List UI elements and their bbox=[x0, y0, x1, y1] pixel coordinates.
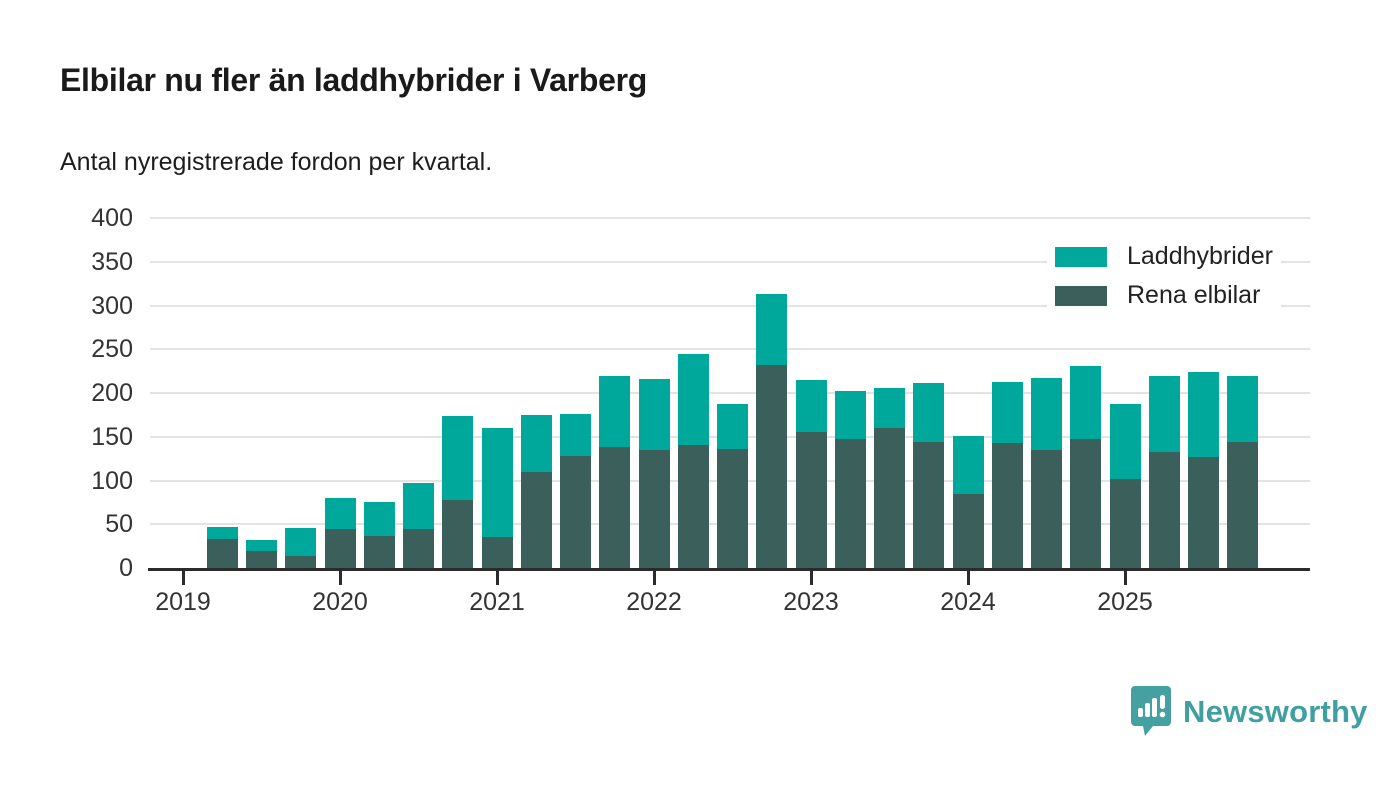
bar-segment-laddhybrider-2023-Q1 bbox=[795, 379, 827, 432]
y-axis-label-300: 300 bbox=[91, 291, 133, 320]
newsworthy-brand-text: Newsworthy bbox=[1183, 694, 1368, 729]
bar-segment-elbilar-2019-Q3 bbox=[246, 551, 277, 568]
bar-segment-laddhybrider-2020-Q3 bbox=[403, 483, 434, 529]
bar-segment-laddhybrider-2021-Q3 bbox=[560, 414, 591, 456]
x-axis-label-2019: 2019 bbox=[155, 588, 211, 616]
bar-segment-elbilar-2022-Q1 bbox=[638, 449, 670, 568]
legend-item-rena-elbilar: Rena elbilar bbox=[1047, 277, 1281, 314]
newsworthy-bubble-icon bbox=[1131, 686, 1171, 736]
x-axis-label-2024: 2024 bbox=[940, 588, 996, 616]
bar-segment-elbilar-2020-Q2 bbox=[363, 535, 395, 568]
x-axis-tick-2025 bbox=[1123, 571, 1127, 585]
bar-segment-laddhybrider-2025-Q3 bbox=[1188, 372, 1219, 457]
bar-segment-elbilar-2023-Q3 bbox=[874, 428, 905, 568]
x-axis-label-2023: 2023 bbox=[783, 588, 839, 616]
bar-segment-laddhybrider-2024-Q4 bbox=[1070, 365, 1102, 440]
bar-segment-laddhybrider-2025-Q2 bbox=[1148, 376, 1180, 452]
bar-segment-laddhybrider-2022-Q3 bbox=[717, 404, 748, 449]
bar-segment-elbilar-2020-Q1 bbox=[324, 528, 356, 568]
gridline-350 bbox=[150, 260, 1310, 263]
page-subtitle: Antal nyregistrerade fordon per kvartal. bbox=[60, 148, 493, 176]
bar-segment-laddhybrider-2024-Q3 bbox=[1031, 378, 1062, 450]
bar-segment-elbilar-2019-Q2 bbox=[206, 539, 238, 568]
bar-segment-elbilar-2022-Q2 bbox=[677, 444, 709, 568]
bar-segment-elbilar-2021-Q2 bbox=[520, 471, 552, 568]
y-axis-label-400: 400 bbox=[91, 204, 133, 232]
bar-segment-elbilar-2020-Q4 bbox=[442, 499, 474, 568]
y-axis-label-50: 50 bbox=[105, 510, 133, 539]
bar-segment-elbilar-2025-Q3 bbox=[1188, 456, 1219, 568]
x-axis-label-2022: 2022 bbox=[626, 588, 682, 616]
x-axis-tick-2019 bbox=[181, 571, 185, 585]
stacked-bar-chart: 0 50 100 150 200 250 300 350 400 2019 2020 2021 2022… bbox=[91, 204, 1310, 616]
bar-segment-laddhybrider-2021-Q2 bbox=[520, 414, 552, 472]
x-axis-tick-2023 bbox=[809, 571, 813, 585]
x-axis-label-2021: 2021 bbox=[469, 588, 525, 616]
x-axis-label-2025: 2025 bbox=[1097, 588, 1153, 616]
x-axis-line bbox=[148, 568, 1310, 571]
bar-segment-laddhybrider-2023-Q2 bbox=[834, 391, 866, 440]
bar-segment-laddhybrider-2022-Q2 bbox=[677, 353, 709, 445]
bar-segment-elbilar-2024-Q2 bbox=[991, 442, 1023, 568]
bar-segment-elbilar-2020-Q3 bbox=[403, 528, 434, 568]
bar-segment-laddhybrider-2022-Q4 bbox=[756, 294, 788, 365]
page-title: Elbilar nu fler än laddhybrider i Varber… bbox=[60, 62, 647, 98]
newsworthy-logo: Newsworthy bbox=[1131, 686, 1368, 738]
y-axis-label-100: 100 bbox=[91, 466, 133, 495]
bar-segment-elbilar-2025-Q4 bbox=[1227, 442, 1259, 568]
bar-segment-elbilar-2024-Q4 bbox=[1070, 439, 1102, 568]
bar-segment-elbilar-2021-Q4 bbox=[599, 447, 631, 568]
x-axis-label-2020: 2020 bbox=[312, 588, 368, 616]
bar-segment-laddhybrider-2021-Q4 bbox=[599, 376, 631, 448]
x-axis-tick-2021 bbox=[495, 571, 499, 585]
bar-segment-elbilar-2023-Q1 bbox=[795, 431, 827, 568]
gridline-200 bbox=[150, 392, 1310, 394]
bar-segment-elbilar-2021-Q3 bbox=[560, 456, 591, 568]
bar-segment-laddhybrider-2021-Q1 bbox=[481, 428, 513, 538]
bar-segment-laddhybrider-2025-Q1 bbox=[1109, 404, 1141, 479]
y-axis-label-250: 250 bbox=[91, 335, 133, 364]
x-axis-tick-2022 bbox=[652, 571, 656, 585]
bar-segment-elbilar-2025-Q2 bbox=[1148, 451, 1180, 568]
x-axis-tick-2024 bbox=[966, 571, 970, 585]
bar-segment-elbilar-2023-Q2 bbox=[834, 439, 866, 568]
bar-segment-elbilar-2021-Q1 bbox=[481, 537, 513, 568]
legend-label: Laddhybrider bbox=[1127, 242, 1273, 270]
gridline-400 bbox=[150, 217, 1310, 219]
y-axis-label-150: 150 bbox=[91, 422, 133, 451]
gridline-250 bbox=[150, 348, 1310, 351]
bar-segment-laddhybrider-2022-Q1 bbox=[638, 379, 670, 450]
x-axis-tick-2020 bbox=[338, 571, 342, 585]
bar-segment-elbilar-2022-Q4 bbox=[756, 365, 788, 568]
bar-segment-laddhybrider-2019-Q4 bbox=[285, 527, 317, 556]
legend-swatch-rena-elbilar bbox=[1055, 285, 1107, 306]
bar-segment-laddhybrider-2025-Q4 bbox=[1227, 375, 1259, 442]
bar-segment-elbilar-2023-Q4 bbox=[913, 442, 945, 568]
bar-segment-laddhybrider-2023-Q4 bbox=[913, 382, 945, 442]
y-axis-label-350: 350 bbox=[91, 247, 133, 276]
y-axis-label-200: 200 bbox=[91, 379, 133, 407]
bar-segment-laddhybrider-2019-Q3 bbox=[246, 540, 277, 552]
legend-swatch-laddhybrider bbox=[1055, 246, 1107, 267]
bar-segment-laddhybrider-2020-Q4 bbox=[442, 415, 474, 500]
chart-legend: Laddhybrider Rena elbilar bbox=[1047, 238, 1281, 316]
bar-segment-laddhybrider-2024-Q1 bbox=[952, 435, 984, 494]
bar-segment-elbilar-2022-Q3 bbox=[717, 449, 748, 568]
legend-label: Rena elbilar bbox=[1127, 281, 1261, 309]
bar-segment-laddhybrider-2020-Q1 bbox=[324, 498, 356, 529]
bar-segment-elbilar-2019-Q4 bbox=[285, 555, 317, 568]
bar-segment-elbilar-2024-Q1 bbox=[952, 493, 984, 568]
bar-segment-laddhybrider-2020-Q2 bbox=[363, 501, 395, 536]
gridline-300 bbox=[150, 304, 1310, 307]
y-axis-label-0: 0 bbox=[119, 554, 133, 582]
legend-item-laddhybrider: Laddhybrider bbox=[1047, 238, 1281, 275]
bar-segment-laddhybrider-2019-Q2 bbox=[206, 526, 238, 540]
bar-segment-elbilar-2025-Q1 bbox=[1109, 478, 1141, 568]
bar-segment-laddhybrider-2023-Q3 bbox=[874, 387, 905, 428]
bar-segment-laddhybrider-2024-Q2 bbox=[991, 381, 1023, 443]
bar-segment-elbilar-2024-Q3 bbox=[1031, 449, 1062, 568]
